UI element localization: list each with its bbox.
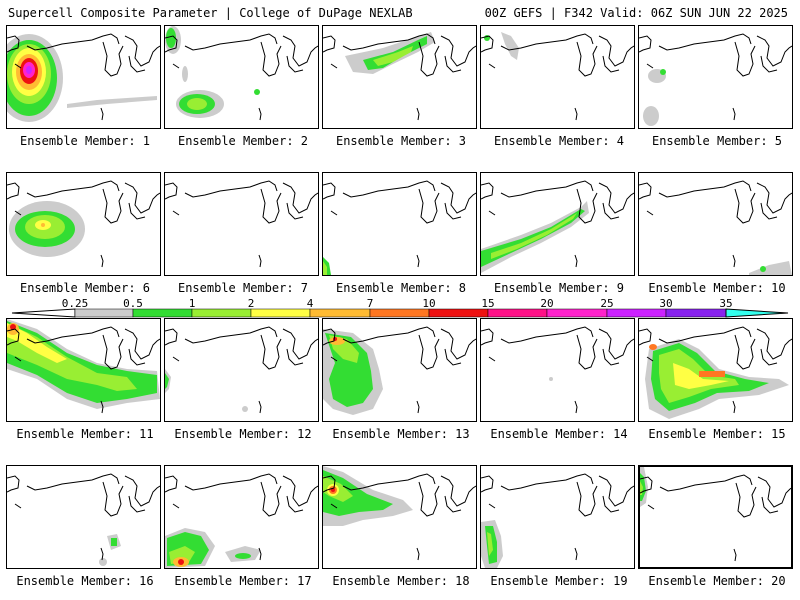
ensemble-map-panel xyxy=(164,25,319,129)
colorbar-segment xyxy=(132,308,193,318)
colorbar-segment xyxy=(428,308,489,318)
ensemble-map-panel xyxy=(322,25,477,129)
map-field xyxy=(481,326,634,414)
map-field xyxy=(639,180,792,275)
map-field xyxy=(640,467,791,562)
ensemble-member-label: Ensemble Member: 4 xyxy=(493,134,625,148)
colorbar-right-arrow xyxy=(725,308,789,318)
ensemble-member-label: Ensemble Member: 3 xyxy=(335,134,467,148)
ensemble-map-panel xyxy=(480,465,635,569)
colorbar-tick-label: 0.25 xyxy=(61,297,89,310)
map-field xyxy=(323,466,476,561)
ensemble-member-label: Ensemble Member: 6 xyxy=(19,281,151,295)
colorbar-segment xyxy=(369,308,430,318)
map-field xyxy=(481,473,634,568)
ensemble-map-panel xyxy=(6,318,161,422)
header-title: Supercell Composite Parameter | College … xyxy=(8,6,413,20)
map-field xyxy=(639,33,792,126)
ensemble-member-label: Ensemble Member: 7 xyxy=(177,281,309,295)
ensemble-map-panel xyxy=(480,318,635,422)
ensemble-member-label: Ensemble Member: 16 xyxy=(16,574,154,588)
map-field xyxy=(323,180,476,275)
map-field xyxy=(165,26,318,121)
map-field xyxy=(639,326,792,419)
colorbar-segment xyxy=(309,308,371,318)
map-field xyxy=(481,180,634,273)
colorbar-tick-label: 0.5 xyxy=(123,297,143,310)
ensemble-member-label: Ensemble Member: 14 xyxy=(490,427,628,441)
colorbar-tick-label: 1 xyxy=(188,297,196,310)
ensemble-map-panel xyxy=(6,172,161,276)
ensemble-map-panel xyxy=(322,318,477,422)
map-field xyxy=(323,326,476,415)
ensemble-map-panel xyxy=(638,172,793,276)
header-valid-time: 00Z GEFS | F342 Valid: 06Z SUN JUN 22 20… xyxy=(484,6,788,20)
map-field xyxy=(165,473,318,568)
map-field xyxy=(7,180,160,268)
colorbar-segment xyxy=(546,308,608,318)
map-field xyxy=(165,180,318,268)
ensemble-member-label: Ensemble Member: 17 xyxy=(174,574,312,588)
colorbar-tick-label: 30 xyxy=(659,297,673,310)
ensemble-map-panel xyxy=(322,465,477,569)
ensemble-map-panel xyxy=(6,465,161,569)
map-field xyxy=(7,319,160,414)
colorbar-segment xyxy=(487,308,548,318)
ensemble-member-label: Ensemble Member: 1 xyxy=(19,134,151,148)
colorbar-segment xyxy=(250,308,311,318)
ensemble-map-panel xyxy=(164,172,319,276)
ensemble-member-label: Ensemble Member: 19 xyxy=(490,574,628,588)
colorbar-tick-label: 2 xyxy=(247,297,255,310)
ensemble-map-panel xyxy=(322,172,477,276)
ensemble-map-panel xyxy=(638,318,793,422)
ensemble-member-label: Ensemble Member: 15 xyxy=(648,427,786,441)
ensemble-map-panel xyxy=(480,172,635,276)
ensemble-map-panel xyxy=(6,25,161,129)
ensemble-map-panel xyxy=(638,25,793,129)
ensemble-map-panel xyxy=(164,318,319,422)
map-field xyxy=(323,32,476,121)
ensemble-member-label: Ensemble Member: 10 xyxy=(648,281,786,295)
colorbar-tick-label: 15 xyxy=(481,297,495,310)
map-field xyxy=(165,326,318,414)
map-field xyxy=(481,32,634,121)
colorbar-segment xyxy=(606,308,667,318)
colorbar-tick-label: 10 xyxy=(422,297,436,310)
map-field xyxy=(7,473,160,566)
colorbar-tick-label: 20 xyxy=(540,297,554,310)
colorbar-segment xyxy=(74,308,134,318)
ensemble-member-label: Ensemble Member: 11 xyxy=(16,427,154,441)
ensemble-member-label: Ensemble Member: 18 xyxy=(332,574,470,588)
ensemble-member-label: Ensemble Member: 2 xyxy=(177,134,309,148)
ensemble-member-label: Ensemble Member: 20 xyxy=(648,574,786,588)
ensemble-member-label: Ensemble Member: 9 xyxy=(493,281,625,295)
ensemble-member-label: Ensemble Member: 13 xyxy=(332,427,470,441)
ensemble-map-panel xyxy=(480,25,635,129)
colorbar-tick-label: 7 xyxy=(366,297,374,310)
ensemble-member-label: Ensemble Member: 5 xyxy=(651,134,783,148)
colorbar-left-arrow xyxy=(11,308,76,318)
colorbar-tick-label: 4 xyxy=(306,297,314,310)
ensemble-map-panel xyxy=(638,465,793,569)
ensemble-map-panel xyxy=(164,465,319,569)
ensemble-member-label: Ensemble Member: 12 xyxy=(174,427,312,441)
colorbar-tick-label: 25 xyxy=(600,297,614,310)
colorbar-segment xyxy=(665,308,727,318)
ensemble-member-label: Ensemble Member: 8 xyxy=(335,281,467,295)
colorbar-tick-label: 35 xyxy=(719,297,733,310)
map-field xyxy=(7,33,160,122)
colorbar-segment xyxy=(191,308,252,318)
